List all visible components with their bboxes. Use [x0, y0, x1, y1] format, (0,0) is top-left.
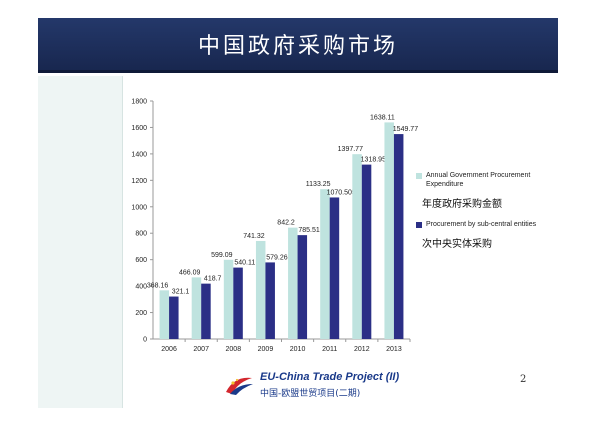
- data-label-sub-central: 418.7: [204, 276, 222, 283]
- data-label-sub-central: 785.51: [298, 227, 320, 234]
- legend-label-expenditure: Annual Government Procurement Expenditur…: [426, 172, 531, 188]
- bar-expenditure: [320, 189, 330, 339]
- data-label-expenditure: 368.16: [147, 282, 169, 289]
- flag-swoosh-icon: [226, 377, 253, 395]
- slide-title-bar: 中国政府采购市场: [38, 18, 558, 73]
- data-label-expenditure: 466.09: [179, 269, 201, 276]
- data-label-sub-central: 1070.505: [327, 189, 356, 196]
- x-tick-label: 2009: [258, 346, 274, 353]
- bar-expenditure: [384, 122, 394, 339]
- data-label-sub-central: 1549.77: [393, 126, 418, 133]
- y-tick-label: 1400: [131, 151, 147, 158]
- bar-sub-central: [201, 283, 211, 339]
- bar-expenditure: [191, 277, 202, 339]
- slide-title: 中国政府采购市场: [197, 34, 398, 59]
- bar-expenditure: [352, 154, 362, 339]
- eu-china-logo: EU-China Trade Project (II) 中国-欧盟世贸项目(二期…: [224, 371, 424, 401]
- data-label-sub-central: 540.11: [234, 260, 255, 267]
- bar-expenditure: [288, 227, 298, 339]
- legend-swatch-expenditure: [416, 173, 422, 179]
- bar-sub-central: [297, 235, 308, 339]
- legend-cn-expenditure: 年度政府采购金额: [422, 199, 502, 210]
- bar-sub-central: [393, 134, 404, 339]
- left-panel: [38, 76, 123, 408]
- bar-sub-central: [169, 296, 179, 339]
- legend-item-expenditure: Annual Government Procurement Expenditur…: [416, 171, 556, 189]
- y-tick-label: 0: [143, 337, 147, 344]
- bar-sub-central: [329, 197, 340, 339]
- y-tick-label: 1600: [131, 125, 147, 132]
- data-label-sub-central: 321.1: [172, 289, 190, 296]
- bar-expenditure: [159, 290, 170, 339]
- x-tick-label: 2008: [226, 346, 242, 353]
- y-tick-label: 1200: [131, 178, 147, 185]
- x-tick-label: 2013: [386, 346, 402, 353]
- x-tick-label: 2012: [354, 346, 370, 353]
- data-label-sub-central: 579.26: [266, 254, 288, 261]
- bar-expenditure: [223, 259, 234, 339]
- x-tick-label: 2011: [322, 346, 337, 353]
- legend-label-sub-central: Procurement by sub-central entities: [426, 221, 537, 228]
- data-label-expenditure: 1397.77: [338, 146, 363, 153]
- data-label-expenditure: 1638.11: [370, 114, 395, 121]
- y-tick-label: 200: [135, 310, 147, 317]
- data-label-expenditure: 842.2: [277, 220, 295, 227]
- logo-english-text: EU-China Trade Project (II): [260, 371, 400, 383]
- x-tick-label: 2007: [193, 346, 209, 353]
- legend-cn-sub-central: 次中央实体采购: [422, 239, 492, 250]
- x-tick-label: 2010: [290, 346, 306, 353]
- data-label-expenditure: 599.09: [211, 252, 233, 259]
- bar-sub-central: [265, 262, 275, 339]
- data-label-sub-central: 1318.95: [361, 157, 386, 164]
- y-tick-label: 1000: [131, 204, 147, 211]
- x-tick-label: 2006: [161, 346, 177, 353]
- page-number: 2: [520, 374, 527, 385]
- data-label-expenditure: 741.32: [243, 233, 265, 240]
- y-tick-label: 1800: [131, 99, 147, 106]
- legend-item-sub-central: Procurement by sub-central entities: [416, 220, 556, 229]
- legend-swatch-sub-central: [416, 222, 422, 228]
- bar-expenditure: [255, 240, 266, 339]
- y-tick-label: 400: [135, 284, 147, 291]
- y-tick-label: 600: [135, 257, 147, 264]
- chart-legend: Annual Government Procurement Expenditur…: [416, 171, 556, 260]
- bar-sub-central: [233, 267, 243, 339]
- y-tick-label: 800: [135, 231, 147, 238]
- logo-chinese-text: 中国-欧盟世贸项目(二期): [260, 389, 361, 399]
- data-label-expenditure: 1133.25: [306, 181, 331, 188]
- bar-sub-central: [361, 164, 372, 339]
